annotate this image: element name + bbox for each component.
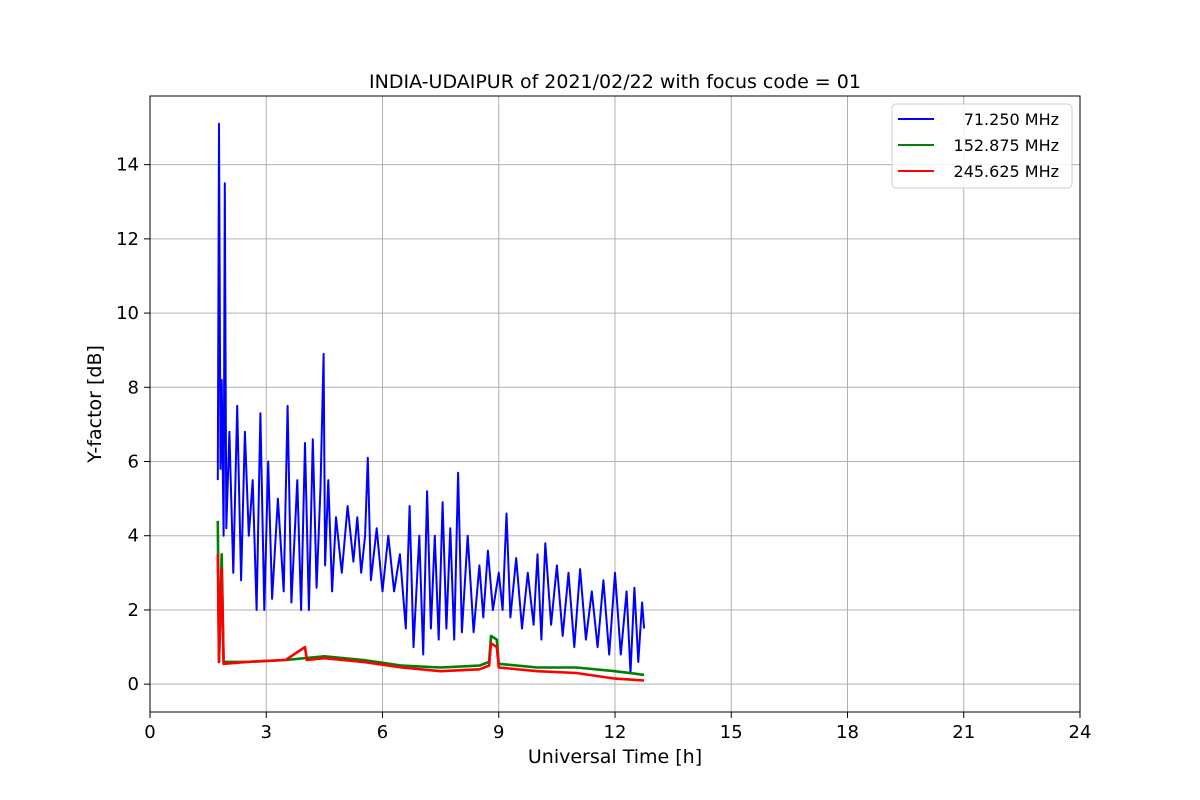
y-tick-label: 8 xyxy=(128,377,139,398)
y-tick-label: 2 xyxy=(128,600,139,621)
legend-box xyxy=(891,103,1073,189)
y-tick-label: 10 xyxy=(116,303,139,324)
x-tick-label: 15 xyxy=(720,722,743,743)
y-tick-label: 4 xyxy=(128,526,139,547)
x-tick-label: 18 xyxy=(836,722,859,743)
chart-title: INDIA-UDAIPUR of 2021/02/22 with focus c… xyxy=(369,71,861,93)
y-axis-label: Y-factor [dB] xyxy=(84,345,106,464)
legend-label-2: 152.875 MHz xyxy=(954,136,1059,155)
series-line-1 xyxy=(216,122,646,674)
y-tick-label: 0 xyxy=(128,674,139,695)
series-layer xyxy=(216,122,646,682)
x-tick-label: 24 xyxy=(1069,722,1092,743)
legend-label-3: 245.625 MHz xyxy=(954,162,1059,181)
x-tick-label: 0 xyxy=(144,722,155,743)
y-tick-label: 12 xyxy=(116,229,139,250)
y-tick-label: 6 xyxy=(128,452,139,473)
legend: 71.250 MHz 152.875 MHz 245.625 MHz xyxy=(891,103,1073,189)
x-tick-label: 9 xyxy=(493,722,504,743)
series-line-3 xyxy=(216,554,645,682)
x-axis: 0 3 6 9 12 15 18 21 24 xyxy=(144,712,1091,743)
legend-label-1: 71.250 MHz xyxy=(964,110,1059,129)
x-tick-label: 12 xyxy=(604,722,627,743)
x-tick-label: 6 xyxy=(377,722,388,743)
y-tick-label: 14 xyxy=(116,155,139,176)
y-axis: 0 2 4 6 8 10 12 14 xyxy=(116,155,150,695)
x-tick-label: 21 xyxy=(952,722,975,743)
x-axis-label: Universal Time [h] xyxy=(528,746,702,768)
x-tick-label: 3 xyxy=(261,722,272,743)
